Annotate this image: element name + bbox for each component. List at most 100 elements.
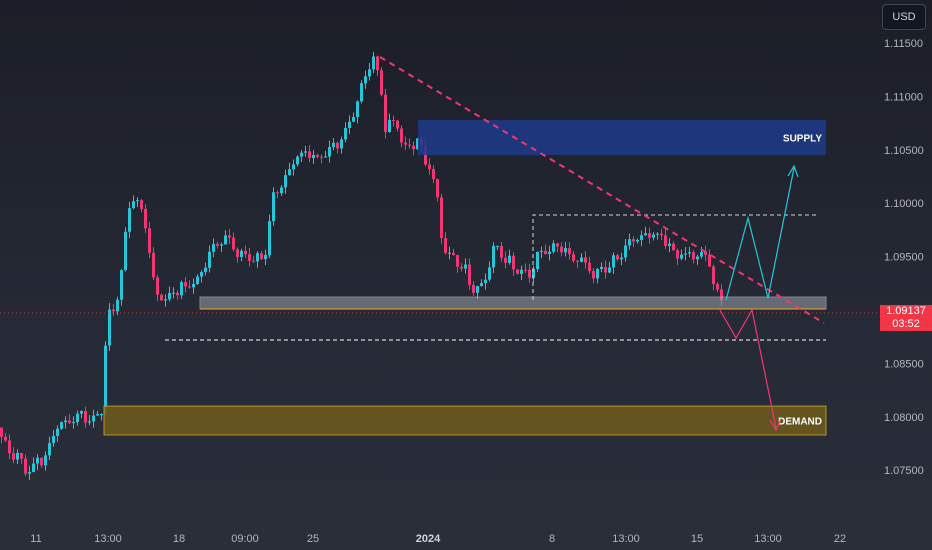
candle-up [80, 411, 83, 414]
candle-down [592, 271, 595, 279]
candle-down [384, 94, 387, 132]
x-tick-label: 13:00 [94, 533, 122, 545]
candle-down [692, 252, 695, 260]
candles-group [0, 52, 723, 480]
candle-down [672, 243, 675, 251]
candle-down [4, 436, 7, 441]
candle-up [684, 253, 687, 255]
candle-down [676, 250, 679, 259]
candle-up [192, 283, 195, 288]
candle-down [456, 255, 459, 267]
candle-down [468, 264, 471, 285]
candle-down [544, 250, 547, 254]
candle-up [328, 147, 331, 157]
candle-down [512, 255, 515, 270]
candle-down [660, 233, 663, 236]
candle-down [68, 420, 71, 423]
candle-up [272, 192, 275, 222]
candle-down [708, 254, 711, 267]
demand-zone [103, 405, 827, 436]
bearish-projection-path [719, 308, 777, 429]
candle-down [604, 266, 607, 273]
candle-down [516, 269, 519, 274]
candle-down [616, 255, 619, 260]
candle-up [208, 251, 211, 268]
candle-down [472, 284, 475, 293]
candle-down [24, 458, 27, 474]
candle-up [536, 252, 539, 270]
candle-up [16, 452, 19, 460]
candle-down [148, 228, 151, 253]
candle-down [316, 154, 319, 157]
y-tick-label: 1.08500 [884, 358, 924, 370]
candle-down [156, 277, 159, 295]
candle-down [444, 238, 447, 253]
candle-down [504, 257, 507, 263]
candle-up [480, 283, 483, 287]
candle-down [528, 269, 531, 278]
candle-down [572, 254, 575, 261]
bullish-projection-path [725, 167, 795, 301]
candle-down [228, 235, 231, 238]
candle-down [712, 266, 715, 285]
currency-selector[interactable]: USD [882, 4, 926, 30]
candle-down [576, 260, 579, 262]
candle-down [560, 246, 563, 253]
candle-up [332, 142, 335, 148]
candle-up [240, 250, 243, 258]
y-tick-label: 1.11500 [884, 38, 923, 50]
candle-down [252, 260, 255, 262]
candle-down [436, 179, 439, 198]
candle-up [132, 201, 135, 209]
y-tick-label: 1.11000 [884, 91, 923, 103]
candle-down [40, 457, 43, 466]
candle-up [32, 463, 35, 473]
candle-down [428, 164, 431, 170]
candle-down [380, 70, 383, 95]
candle-up [172, 292, 175, 294]
current-price-value: 1.09137 [886, 305, 926, 317]
candle-down [412, 145, 415, 150]
candle-up [280, 187, 283, 194]
candle-up [48, 443, 51, 456]
candle-up [416, 138, 419, 150]
x-tick-label: 15 [691, 533, 703, 545]
candle-up [508, 255, 511, 263]
x-tick-label: 18 [173, 533, 185, 545]
candle-up [324, 156, 327, 158]
current-price-tag: 1.09137 03:52 [880, 305, 932, 331]
candle-up [532, 269, 535, 278]
candle-down [8, 440, 11, 454]
x-tick-label: 13:00 [612, 533, 640, 545]
candle-up [608, 267, 611, 273]
candle-down [248, 254, 251, 261]
candle-down [632, 239, 635, 242]
candle-down [320, 156, 323, 158]
candle-up [344, 127, 347, 140]
candle-up [372, 56, 375, 70]
supply-label: SUPPLY [783, 134, 822, 145]
candle-up [296, 156, 299, 165]
candle-down [460, 266, 463, 269]
candle-down [704, 252, 707, 255]
x-tick-label: 8 [549, 533, 555, 545]
candle-down [568, 248, 571, 255]
candle-up [76, 413, 79, 423]
y-tick-label: 1.10000 [884, 198, 924, 210]
candle-down [144, 208, 147, 229]
candle-down [308, 151, 311, 159]
candle-up [540, 250, 543, 253]
candle-down [112, 309, 115, 312]
candle-up [644, 233, 647, 236]
candle-down [376, 56, 379, 71]
candle-up [128, 208, 131, 232]
candle-down [452, 252, 455, 256]
candle-up [196, 276, 199, 284]
candle-up [340, 139, 343, 149]
candle-up [476, 286, 479, 293]
bullish-arrow-head [787, 164, 799, 178]
candle-down [432, 169, 435, 180]
candle-up [356, 101, 359, 118]
